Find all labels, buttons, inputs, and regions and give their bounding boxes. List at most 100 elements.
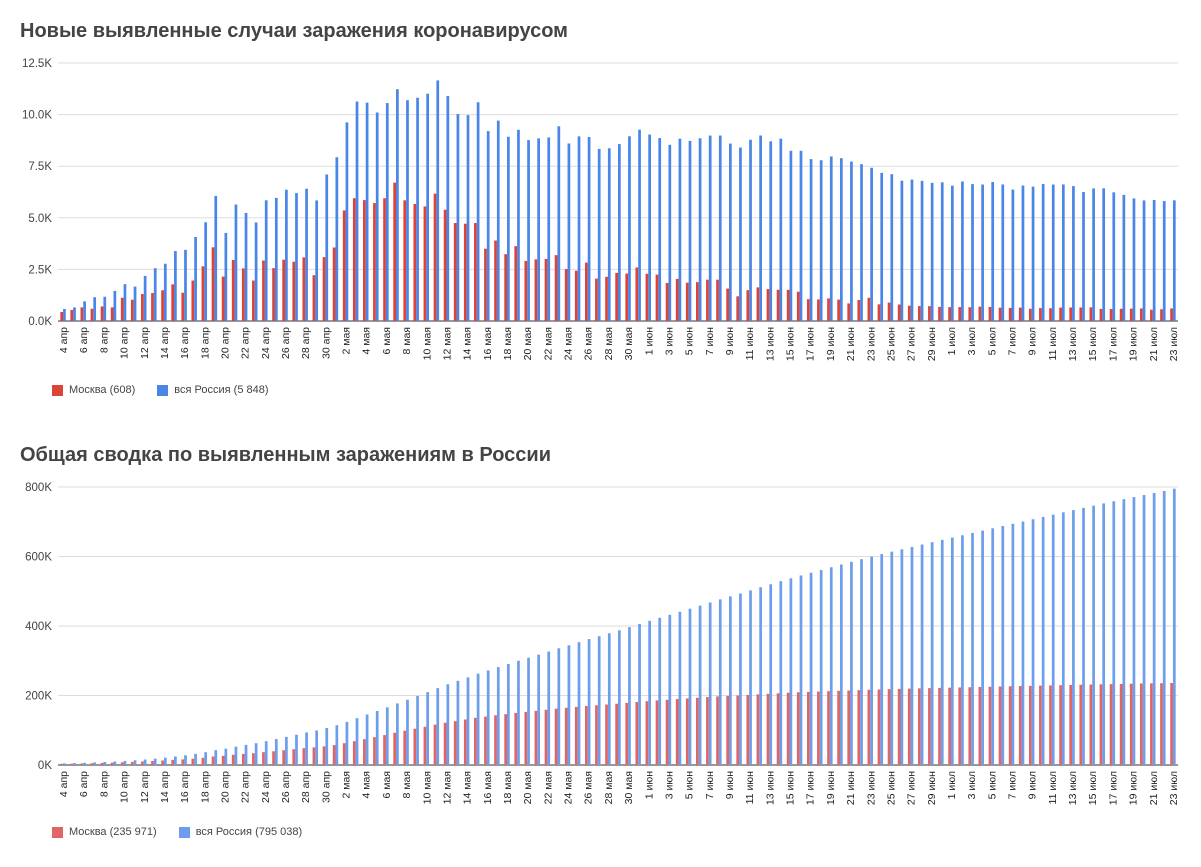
bar-moscow [605, 276, 608, 321]
x-tick-label: 26 мая [583, 327, 595, 360]
bar-russia [224, 232, 228, 321]
bar-russia [991, 528, 995, 765]
bar-moscow [938, 306, 941, 321]
bar-russia [486, 131, 490, 321]
y-tick-label: 200K [25, 691, 52, 703]
x-tick-label: 24 апр [260, 771, 272, 803]
bar-russia [940, 182, 944, 321]
bar-russia [345, 721, 349, 765]
bar-moscow [272, 751, 275, 765]
bar-russia [789, 578, 793, 765]
bar-russia [416, 695, 419, 765]
bar-moscow [534, 259, 538, 321]
bar-russia [113, 290, 117, 321]
bar-russia [416, 97, 419, 321]
bar-moscow [625, 702, 629, 765]
bar-russia [678, 611, 682, 765]
bar-moscow [252, 753, 255, 765]
bar-russia [537, 654, 541, 765]
bar-russia [456, 114, 460, 321]
x-tick-label: 27 июн [906, 327, 918, 361]
bar-moscow [574, 270, 578, 321]
x-tick-label: 7 июн [704, 771, 716, 799]
bar-moscow [413, 728, 417, 765]
bar-moscow [1008, 686, 1012, 765]
x-tick-label: 9 июл [1027, 327, 1039, 355]
bar-russia [184, 249, 187, 321]
bar-moscow [1049, 685, 1052, 765]
bar-moscow [1129, 308, 1133, 321]
bar-moscow [988, 306, 992, 321]
bar-russia [214, 195, 218, 321]
bar-moscow [817, 691, 820, 765]
bar-russia [63, 308, 66, 321]
x-tick-label: 22 мая [542, 327, 554, 360]
bar-russia [1162, 490, 1166, 765]
bar-moscow [352, 741, 356, 765]
bar-moscow [564, 269, 568, 321]
x-tick-label: 5 июн [684, 327, 696, 355]
bar-moscow [1160, 683, 1163, 765]
bar-russia [274, 197, 278, 321]
bar-moscow [474, 222, 477, 321]
bar-moscow [363, 200, 366, 321]
x-tick-label: 14 апр [159, 327, 171, 359]
bar-moscow [453, 223, 457, 321]
bar-russia [839, 564, 843, 765]
x-tick-label: 13 июл [1067, 771, 1079, 805]
bar-moscow [796, 291, 800, 321]
bar-moscow [90, 308, 94, 321]
bar-moscow [80, 763, 84, 765]
x-tick-label: 5 июн [684, 771, 696, 799]
bar-moscow [373, 203, 376, 321]
bar-moscow [1028, 308, 1032, 321]
bar-moscow [1069, 684, 1073, 765]
x-tick-label: 12 мая [441, 771, 453, 804]
bar-russia [658, 617, 662, 765]
x-tick-label: 16 мая [482, 771, 494, 804]
x-tick-label: 16 апр [179, 771, 191, 803]
bar-russia [174, 251, 177, 321]
x-tick-label: 17 июл [1107, 327, 1119, 361]
bar-russia [1041, 184, 1045, 321]
x-tick-label: 21 июн [845, 327, 857, 361]
bar-russia [1112, 501, 1116, 765]
bar-moscow [363, 739, 366, 765]
bar-moscow [514, 712, 518, 765]
bar-russia [244, 212, 248, 321]
bar-russia [628, 136, 631, 321]
x-tick-label: 24 апр [260, 327, 272, 359]
x-tick-label: 11 июн [744, 327, 756, 361]
x-tick-label: 9 июн [724, 327, 736, 355]
bar-russia [981, 530, 984, 765]
bar-russia [688, 140, 692, 321]
x-tick-label: 20 апр [219, 327, 231, 359]
bar-russia [507, 663, 510, 765]
bar-moscow [221, 755, 225, 765]
bar-russia [698, 138, 702, 321]
bar-moscow [393, 732, 397, 765]
x-tick-label: 11 июн [744, 771, 756, 805]
legend-swatch-russia-total [178, 826, 190, 838]
bar-russia [779, 581, 783, 765]
bar-russia [547, 137, 551, 321]
bar-russia [829, 156, 833, 321]
bar-russia [496, 667, 500, 765]
x-tick-label: 17 июл [1107, 771, 1119, 805]
bar-russia [638, 129, 641, 321]
x-tick-label: 23 июл [1168, 327, 1180, 361]
total-cases-chart-plot: 0K 200K 400K 600K 800K 4 апр 6 апр 8 апр 10 апр 1… [25, 482, 1180, 805]
bar-moscow [564, 707, 568, 765]
bar-russia [355, 101, 359, 321]
bar-russia [83, 301, 86, 321]
bar-russia [1142, 200, 1146, 321]
bar-moscow [151, 293, 154, 321]
x-tick-label: 6 мая [381, 327, 393, 355]
bar-moscow [887, 689, 891, 765]
x-tick-label: 8 мая [401, 327, 413, 355]
x-tick-label: 1 июл [946, 327, 958, 355]
bar-russia [981, 184, 984, 321]
bar-russia [638, 623, 641, 765]
x-tick-label: 30 апр [320, 771, 332, 803]
bar-moscow [201, 266, 205, 321]
